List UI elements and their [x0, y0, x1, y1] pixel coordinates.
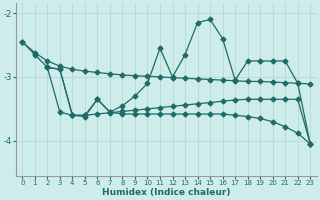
X-axis label: Humidex (Indice chaleur): Humidex (Indice chaleur) — [102, 188, 230, 197]
